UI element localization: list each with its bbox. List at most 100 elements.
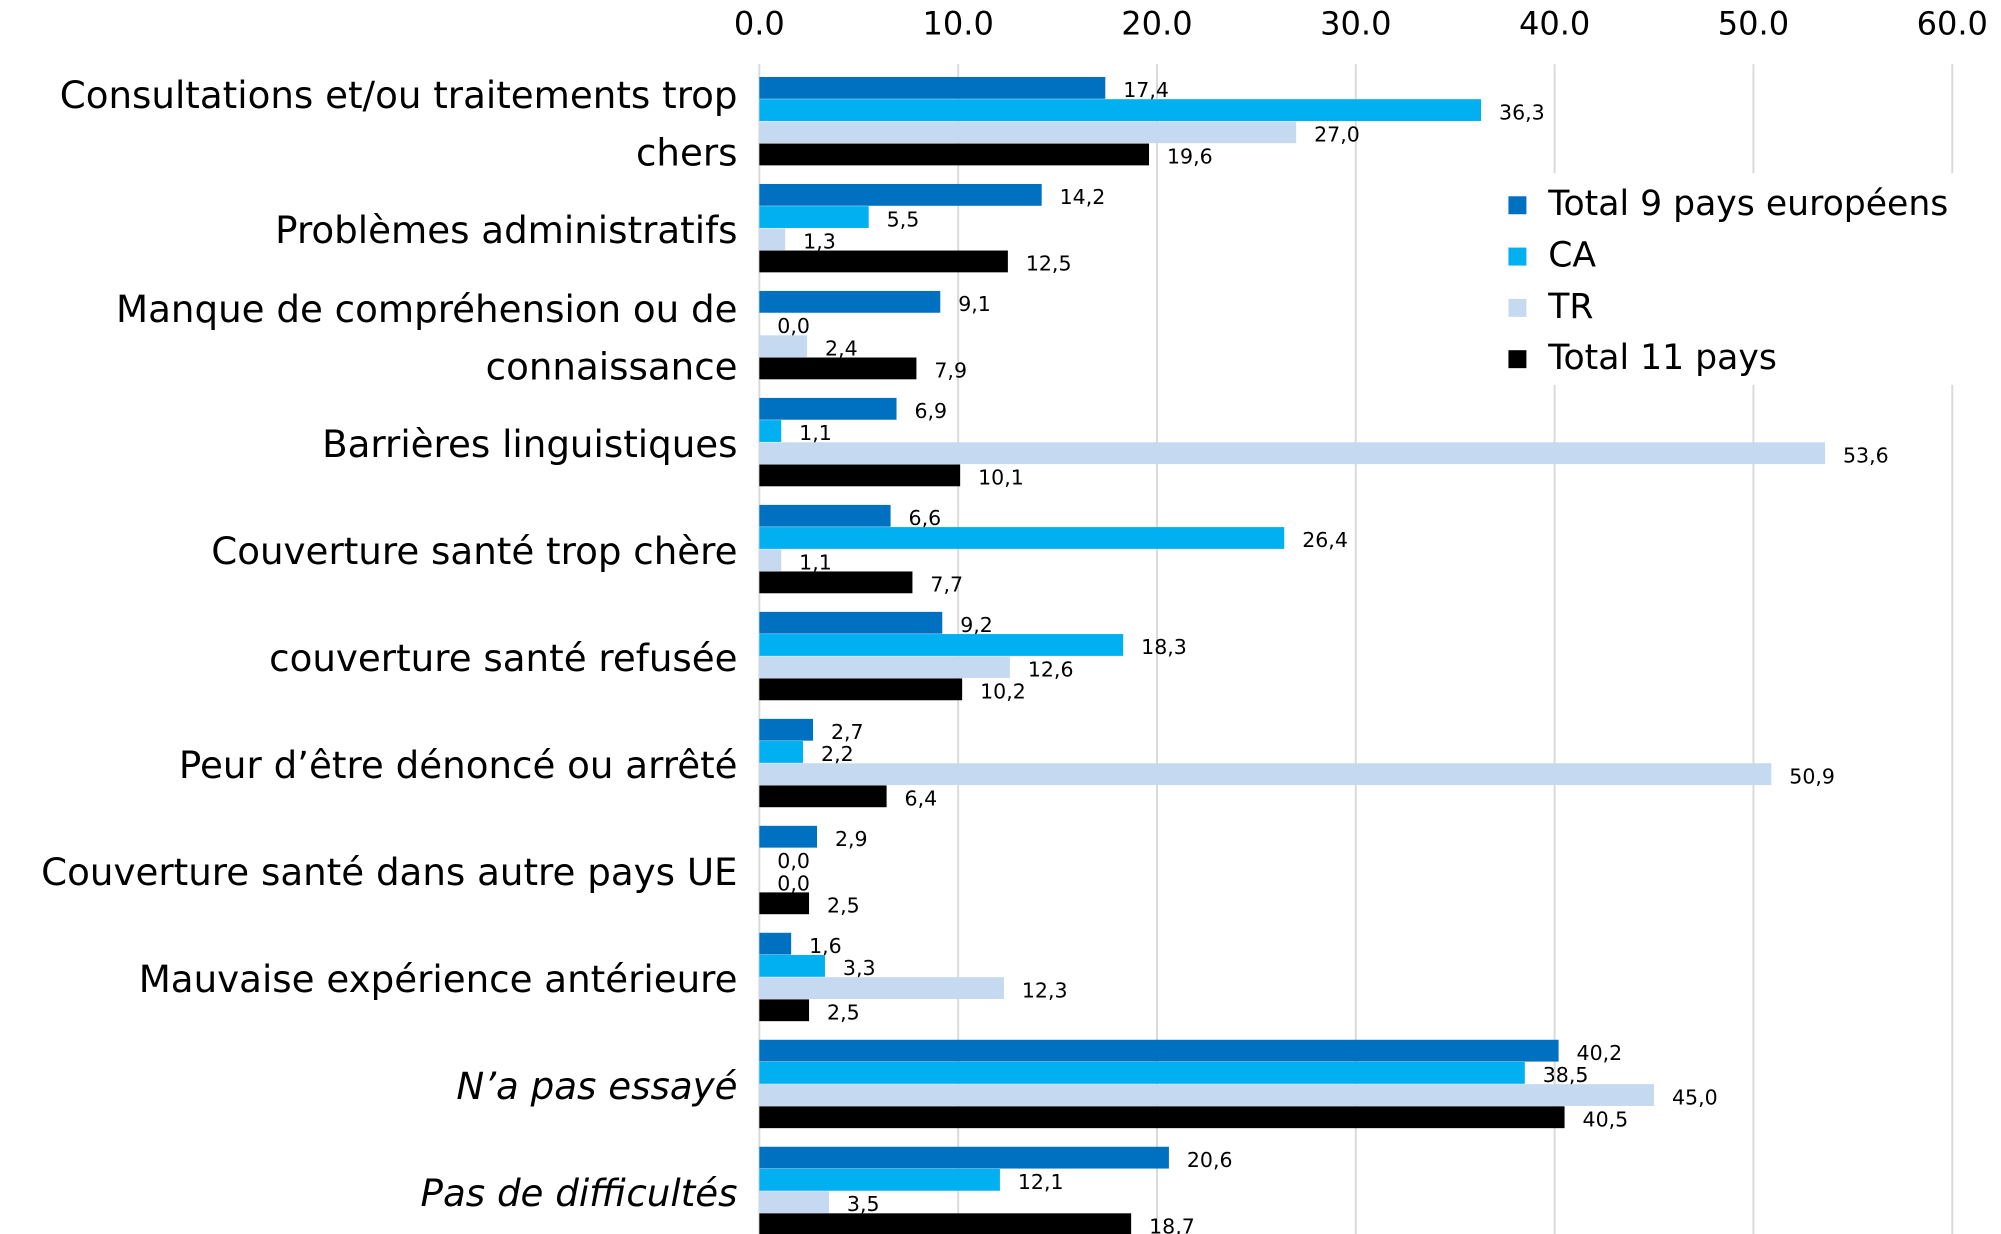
- bar: [759, 442, 1826, 465]
- value-label: 12,1: [1018, 1170, 1064, 1194]
- bar: [759, 357, 917, 380]
- legend-swatch: [1508, 350, 1527, 369]
- value-label: 9,1: [958, 292, 991, 316]
- value-label: 0,0: [777, 871, 810, 895]
- x-tick-label: 30.0: [1320, 5, 1391, 43]
- legend-background: [1494, 173, 1957, 385]
- value-label: 2,5: [827, 1000, 860, 1024]
- x-tick-label: 50.0: [1718, 5, 1789, 43]
- value-label: 0,0: [777, 849, 810, 873]
- value-label: 2,2: [821, 742, 854, 766]
- legend-swatch: [1508, 247, 1527, 266]
- value-label: 12,5: [1026, 252, 1072, 276]
- legend-swatch: [1508, 298, 1527, 317]
- bar: [759, 420, 782, 442]
- category-label: Mauvaise expérience antérieure: [139, 957, 738, 1001]
- bar: [759, 741, 804, 763]
- bar: [759, 99, 1482, 121]
- category-label: Couverture santé trop chère: [211, 529, 737, 573]
- bar: [759, 999, 810, 1022]
- value-label: 14,2: [1060, 185, 1106, 209]
- bar: [759, 1106, 1565, 1129]
- x-tick-label: 40.0: [1519, 5, 1590, 43]
- category-label: Problèmes administratifs: [275, 208, 737, 252]
- x-tick-label: 0.0: [734, 5, 785, 43]
- bar: [759, 250, 1008, 273]
- bar: [759, 825, 818, 848]
- bar: [759, 206, 869, 228]
- x-tick-label: 10.0: [922, 5, 993, 43]
- bar: [759, 121, 1297, 144]
- legend-label: CA: [1548, 236, 1596, 276]
- bar: [759, 290, 941, 313]
- legend-label: Total 9 pays européens: [1547, 184, 1948, 224]
- value-label: 6,6: [909, 506, 942, 530]
- value-label: 5,5: [887, 207, 920, 231]
- value-label: 19,6: [1167, 145, 1213, 169]
- value-label: 7,9: [934, 359, 967, 383]
- bar: [759, 183, 1042, 206]
- bar: [759, 1168, 1000, 1191]
- bar: [759, 932, 792, 955]
- category-label: Barrières linguistiques: [322, 422, 737, 466]
- bar: [759, 143, 1150, 166]
- bar: [759, 954, 825, 977]
- category-label: Pas de difficultés: [421, 1171, 738, 1215]
- value-label: 2,9: [835, 827, 868, 851]
- value-label: 0,0: [777, 314, 810, 338]
- bar: [759, 1039, 1559, 1062]
- bar: [759, 504, 891, 527]
- bar: [759, 656, 1010, 679]
- value-label: 38,5: [1543, 1063, 1589, 1087]
- value-label: 2,7: [831, 720, 864, 744]
- value-label: 2,5: [827, 894, 860, 918]
- bar: [759, 1084, 1655, 1106]
- bar: [759, 611, 943, 634]
- bar: [759, 228, 786, 251]
- value-label: 12,6: [1028, 657, 1074, 681]
- value-label: 10,2: [980, 680, 1026, 704]
- bar: [759, 397, 897, 420]
- value-label: 2,4: [825, 336, 858, 360]
- bar: [759, 763, 1772, 786]
- value-label: 6,9: [914, 399, 947, 423]
- category-label: N’a pas essayé: [456, 1064, 737, 1108]
- bar: [759, 76, 1106, 99]
- bar: [759, 1213, 1132, 1234]
- bar: [759, 527, 1285, 549]
- value-label: 20,6: [1187, 1148, 1233, 1172]
- value-label: 36,3: [1499, 100, 1545, 124]
- bar: [759, 718, 814, 741]
- value-label: 9,2: [960, 613, 993, 637]
- value-label: 18,7: [1149, 1214, 1195, 1234]
- bar: [759, 678, 963, 701]
- category-label: Peur d’être dénoncé ou arrêté: [179, 743, 738, 787]
- value-label: 40,5: [1583, 1107, 1629, 1131]
- value-label: 26,4: [1302, 528, 1348, 552]
- bar: [759, 571, 913, 594]
- value-label: 40,2: [1577, 1041, 1623, 1065]
- bar: [759, 464, 961, 487]
- value-label: 1,3: [803, 229, 836, 253]
- bar: [759, 1191, 829, 1213]
- x-tick-label: 20.0: [1121, 5, 1192, 43]
- value-label: 3,3: [843, 956, 876, 980]
- value-label: 18,3: [1141, 635, 1187, 659]
- bar: [759, 892, 810, 915]
- bar: [759, 977, 1004, 999]
- bar: [759, 335, 808, 358]
- value-label: 1,1: [799, 550, 832, 574]
- value-label: 45,0: [1672, 1085, 1718, 1109]
- value-label: 1,6: [809, 934, 842, 958]
- value-label: 7,7: [930, 573, 963, 597]
- bar: [759, 549, 782, 572]
- value-label: 6,4: [905, 787, 938, 811]
- category-label: Manque de compréhension ou de connaissanc…: [116, 286, 738, 388]
- legend-label: Total 11 pays: [1547, 338, 1777, 378]
- value-label: 1,1: [799, 421, 832, 445]
- value-label: 53,6: [1843, 443, 1889, 467]
- legend-label: TR: [1547, 287, 1593, 327]
- bar: [759, 1061, 1525, 1084]
- category-label: Consultations et/ou traitements trop cher…: [60, 72, 738, 174]
